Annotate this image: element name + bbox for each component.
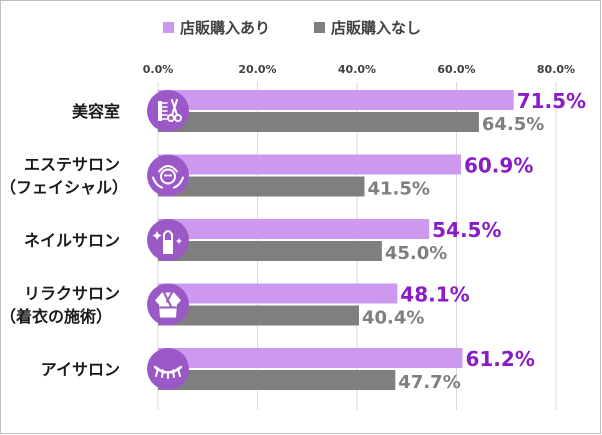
data-labels: 71.5%64.5% 60.9% 41.5%54.5%45.0% 48.1%40.4%… <box>362 89 586 393</box>
bar <box>158 90 514 110</box>
data-label: 71.5% <box>517 89 586 113</box>
bar <box>158 241 382 261</box>
data-label: 40.4% <box>362 308 424 329</box>
category-label: エステサロン <box>24 155 120 174</box>
x-tick-label: 0.0% <box>143 63 174 76</box>
data-label: 41.5% <box>367 179 429 200</box>
bar <box>158 176 365 197</box>
legend-swatch <box>314 22 325 33</box>
category-label: アイサロン <box>41 360 120 379</box>
x-axis-ticks: 0.0% 20.0% 40.0% 60.0% 80.0% <box>143 63 575 76</box>
bar <box>158 305 359 326</box>
legend-label: 店販購入なし <box>331 19 421 37</box>
bars <box>158 90 514 390</box>
category-label: リラクサロン <box>24 284 120 303</box>
eyelash-icon <box>147 348 189 390</box>
data-label: 45.0% <box>385 243 447 264</box>
category-label: （フェイシャル） <box>0 178 128 197</box>
relaxation-robe-icon <box>147 283 189 326</box>
data-label: 64.5% <box>482 114 544 135</box>
bar <box>158 154 461 175</box>
x-tick-label: 80.0% <box>537 63 575 76</box>
bar <box>158 348 463 368</box>
bar <box>158 370 396 390</box>
data-label: 54.5% <box>432 218 501 242</box>
data-label: 60.9% <box>464 154 533 178</box>
data-label: 48.1% <box>400 283 469 307</box>
bar <box>158 219 430 239</box>
x-tick-label: 40.0% <box>338 63 376 76</box>
category-label: （着衣の施術） <box>0 307 112 326</box>
category-label: ネイルサロン <box>24 231 120 250</box>
legend-label: 店販購入あり <box>180 19 270 37</box>
data-label: 47.7% <box>398 372 460 393</box>
hair-salon-icon <box>147 90 189 132</box>
category-icons <box>147 90 189 390</box>
x-tick-label: 20.0% <box>238 63 276 76</box>
facial-esthetic-icon <box>147 154 189 197</box>
category-label: 美容室 <box>72 102 120 121</box>
x-tick-label: 60.0% <box>437 63 475 76</box>
nail-icon <box>147 219 189 261</box>
bar <box>158 112 479 132</box>
legend: 店販購入あり 店販購入なし <box>163 19 421 37</box>
legend-swatch <box>163 22 174 33</box>
data-label: 61.2% <box>465 347 534 371</box>
bar <box>158 283 398 304</box>
